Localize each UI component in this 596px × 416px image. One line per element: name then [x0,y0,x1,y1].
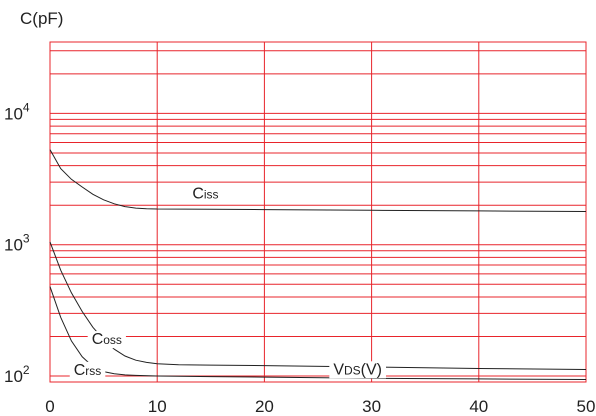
series-line-coss [49,241,587,370]
curve-annotations: Ciss Coss Crss VDS(V) [69,185,386,379]
y-tick-label: 103 [4,232,30,255]
annotation-bg [69,361,106,379]
annotation-bg [188,185,223,203]
x-tick-label: 30 [362,397,381,416]
series-line-ciss [49,149,587,212]
y-tick-label: 104 [4,100,30,123]
y-tick-label: 102 [4,363,30,386]
x-tick-label: 50 [577,397,596,416]
annotation-ciss: Ciss [192,185,218,202]
x-tick-label: 10 [148,397,167,416]
annotation-bg [87,331,126,349]
grid-lines [49,41,587,383]
annotation-crss: Crss [74,362,102,379]
x-tick-label: 40 [469,397,488,416]
annotation-vds: VDS(V) [333,361,382,378]
y-axis-label: C(pF) [20,9,63,28]
axis-labels: C(pF) 0 10 20 30 40 50 102 103 104 [4,9,595,416]
x-tick-label: 20 [255,397,274,416]
annotation-bg [329,361,386,379]
series-line-crss [49,286,587,380]
plot-frame [49,41,587,383]
x-tick-label: 0 [45,397,54,416]
annotation-coss: Coss [92,331,122,348]
